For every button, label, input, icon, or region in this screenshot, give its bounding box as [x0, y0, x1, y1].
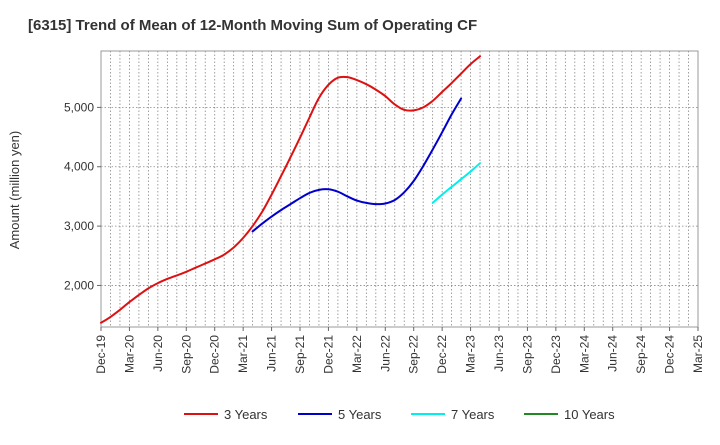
plot-area-border: [100, 50, 699, 328]
x-tick-label: Dec-23: [549, 335, 563, 374]
x-tick-label: Sep-21: [293, 335, 307, 374]
x-tick-label: Mar-21: [236, 335, 250, 373]
x-tick-label: Mar-22: [350, 335, 364, 373]
x-tick-label: Dec-20: [208, 335, 222, 374]
chart-title: [6315] Trend of Mean of 12-Month Moving …: [28, 17, 477, 34]
x-tick-label: Dec-21: [321, 335, 335, 374]
x-tick-label: Jun-23: [492, 335, 506, 372]
legend-label: 3 Years: [224, 407, 268, 422]
legend: 3 Years 5 Years 7 Years 10 Years: [184, 407, 615, 422]
legend-label: 7 Years: [451, 407, 495, 422]
x-tick-label: Jun-20: [151, 335, 165, 372]
y-tick-label: 4,000: [64, 160, 94, 174]
x-tick-label: Mar-20: [122, 335, 136, 373]
series-line-3-years: [100, 55, 481, 324]
series-line-5-years: [251, 97, 463, 233]
x-tick-label: Dec-19: [94, 335, 108, 374]
series-lines: [100, 55, 481, 324]
x-tick-label: Jun-21: [265, 335, 279, 372]
x-tick-label: Dec-22: [435, 335, 449, 374]
legend-label: 10 Years: [564, 407, 615, 422]
y-axis-ticks: 2,000 3,000 4,000 5,000: [64, 100, 101, 292]
x-tick-label: Mar-23: [464, 335, 478, 373]
x-axis-ticks: Dec-19 Mar-20 Jun-20 Sep-20 Dec-20 Mar-21 Jun-…: [94, 327, 705, 374]
grid: [100, 51, 699, 327]
y-tick-label: 3,000: [64, 219, 94, 233]
x-tick-label: Sep-23: [520, 335, 534, 374]
x-tick-label: Dec-24: [663, 335, 677, 374]
y-tick-label: 5,000: [64, 100, 94, 114]
x-tick-label: Sep-24: [634, 335, 648, 374]
y-tick-label: 2,000: [64, 278, 94, 292]
x-tick-label: Jun-22: [378, 335, 392, 372]
x-tick-label: Sep-20: [179, 335, 193, 374]
y-axis-label: Amount (million yen): [7, 131, 22, 250]
series-line-7-years: [431, 162, 481, 204]
x-tick-label: Jun-24: [606, 335, 620, 372]
x-tick-label: Mar-25: [691, 335, 705, 373]
x-tick-label: Mar-24: [577, 335, 591, 373]
x-tick-label: Sep-22: [407, 335, 421, 374]
legend-label: 5 Years: [338, 407, 382, 422]
